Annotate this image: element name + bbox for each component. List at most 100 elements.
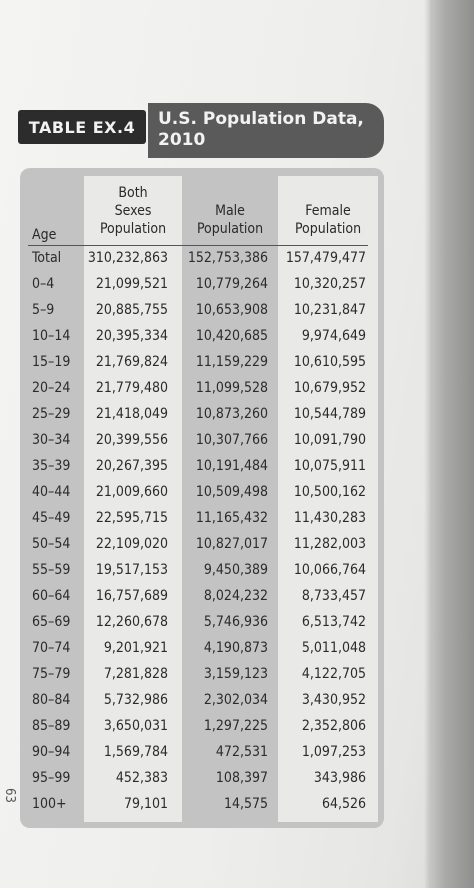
age-cell: 10–14 bbox=[32, 328, 71, 344]
both-sexes-cell: 5,732,986 bbox=[103, 692, 168, 708]
table-row: 65–69 12,260,678 5,746,936 6,513,742 bbox=[28, 610, 378, 636]
both-sexes-cell: 21,779,480 bbox=[95, 380, 168, 396]
female-cell: 10,679,952 bbox=[293, 380, 366, 396]
male-cell: 3,159,123 bbox=[203, 666, 268, 682]
age-cell: 60–64 bbox=[32, 588, 71, 604]
age-cell: 0–4 bbox=[32, 276, 55, 292]
age-cell: 70–74 bbox=[32, 640, 71, 656]
table-row: 95–99 452,383 108,397 343,986 bbox=[28, 766, 378, 792]
table-row: 100+ 79,101 14,575 64,526 bbox=[28, 792, 378, 818]
both-sexes-cell: 21,099,521 bbox=[95, 276, 168, 292]
table-title: U.S. Population Data, 2010 bbox=[148, 103, 384, 158]
female-cell: 10,500,162 bbox=[293, 484, 366, 500]
both-sexes-cell: 310,232,863 bbox=[87, 250, 168, 266]
age-cell: 90–94 bbox=[32, 744, 71, 760]
male-cell: 14,575 bbox=[223, 796, 268, 812]
header-both-sexes: Both Sexes Population bbox=[99, 185, 167, 237]
both-sexes-cell: 22,595,715 bbox=[95, 510, 168, 526]
age-cell: 95–99 bbox=[32, 770, 71, 786]
age-cell: 45–49 bbox=[32, 510, 71, 526]
male-cell: 5,746,936 bbox=[203, 614, 268, 630]
table-row: 35–39 20,267,395 10,191,484 10,075,911 bbox=[28, 454, 378, 480]
male-cell: 11,165,432 bbox=[195, 510, 268, 526]
female-cell: 3,430,952 bbox=[301, 692, 366, 708]
page-gutter-shadow bbox=[424, 0, 430, 888]
both-sexes-cell: 452,383 bbox=[115, 770, 168, 786]
female-cell: 5,011,048 bbox=[301, 640, 366, 656]
table-row: 80–84 5,732,986 2,302,034 3,430,952 bbox=[28, 688, 378, 714]
age-cell: 30–34 bbox=[32, 432, 71, 448]
book-spine bbox=[430, 0, 474, 888]
female-cell: 1,097,253 bbox=[301, 744, 366, 760]
female-cell: 10,320,257 bbox=[293, 276, 366, 292]
table-row: 45–49 22,595,715 11,165,432 11,430,283 bbox=[28, 506, 378, 532]
female-cell: 10,231,847 bbox=[293, 302, 366, 318]
female-cell: 10,544,789 bbox=[293, 406, 366, 422]
female-column-band bbox=[278, 176, 378, 822]
female-cell: 10,091,790 bbox=[293, 432, 366, 448]
both-sexes-cell: 21,769,824 bbox=[95, 354, 168, 370]
both-sexes-cell: 79,101 bbox=[123, 796, 168, 812]
both-sexes-cell: 20,399,556 bbox=[95, 432, 168, 448]
male-cell: 10,307,766 bbox=[195, 432, 268, 448]
female-cell: 2,352,806 bbox=[301, 718, 366, 734]
both-sexes-cell: 16,757,689 bbox=[95, 588, 168, 604]
table-row: 40–44 21,009,660 10,509,498 10,500,162 bbox=[28, 480, 378, 506]
female-cell: 9,974,649 bbox=[301, 328, 366, 344]
both-sexes-cell: 22,109,020 bbox=[95, 536, 168, 552]
female-cell: 10,075,911 bbox=[293, 458, 366, 474]
male-cell: 8,024,232 bbox=[203, 588, 268, 604]
male-cell: 10,191,484 bbox=[195, 458, 268, 474]
male-cell: 11,159,229 bbox=[195, 354, 268, 370]
age-cell: 85–89 bbox=[32, 718, 71, 734]
female-cell: 11,430,283 bbox=[293, 510, 366, 526]
female-cell: 8,733,457 bbox=[301, 588, 366, 604]
table-row: 20–24 21,779,480 11,099,528 10,679,952 bbox=[28, 376, 378, 402]
male-cell: 2,302,034 bbox=[203, 692, 268, 708]
age-cell: 25–29 bbox=[32, 406, 71, 422]
table-row: 10–14 20,395,334 10,420,685 9,974,649 bbox=[28, 324, 378, 350]
table-body: Total 310,232,863 152,753,386 157,479,477 0–… bbox=[28, 246, 378, 818]
both-sexes-cell: 19,517,153 bbox=[95, 562, 168, 578]
header-male: Male Population bbox=[196, 203, 264, 237]
age-cell: 35–39 bbox=[32, 458, 71, 474]
male-cell: 10,827,017 bbox=[195, 536, 268, 552]
age-cell: Total bbox=[32, 250, 62, 266]
table-row: 5–9 20,885,755 10,653,908 10,231,847 bbox=[28, 298, 378, 324]
both-sexes-cell: 20,395,334 bbox=[95, 328, 168, 344]
male-cell: 152,753,386 bbox=[187, 250, 268, 266]
male-cell: 472,531 bbox=[215, 744, 268, 760]
header-age: Age bbox=[32, 227, 57, 243]
male-cell: 4,190,873 bbox=[203, 640, 268, 656]
age-cell: 15–19 bbox=[32, 354, 71, 370]
male-cell: 1,297,225 bbox=[203, 718, 268, 734]
male-cell: 10,420,685 bbox=[195, 328, 268, 344]
both-sexes-cell: 21,418,049 bbox=[95, 406, 168, 422]
table-row: 70–74 9,201,921 4,190,873 5,011,048 bbox=[28, 636, 378, 662]
table-row: 0–4 21,099,521 10,779,264 10,320,257 bbox=[28, 272, 378, 298]
both-sexes-cell: 1,569,784 bbox=[103, 744, 168, 760]
female-cell: 4,122,705 bbox=[301, 666, 366, 682]
male-cell: 10,653,908 bbox=[195, 302, 268, 318]
both-sexes-cell: 12,260,678 bbox=[95, 614, 168, 630]
male-cell: 10,779,264 bbox=[195, 276, 268, 292]
age-cell: 80–84 bbox=[32, 692, 71, 708]
male-cell: 10,873,260 bbox=[195, 406, 268, 422]
female-cell: 6,513,742 bbox=[301, 614, 366, 630]
female-cell: 10,066,764 bbox=[293, 562, 366, 578]
age-cell: 55–59 bbox=[32, 562, 71, 578]
female-cell: 64,526 bbox=[321, 796, 366, 812]
age-cell: 5–9 bbox=[32, 302, 55, 318]
table-row: 60–64 16,757,689 8,024,232 8,733,457 bbox=[28, 584, 378, 610]
table-row: 25–29 21,418,049 10,873,260 10,544,789 bbox=[28, 402, 378, 428]
both-sexes-cell: 21,009,660 bbox=[95, 484, 168, 500]
age-cell: 100+ bbox=[32, 796, 67, 812]
margin-page-mark: 63 bbox=[1, 788, 17, 803]
table-row: 75–79 7,281,828 3,159,123 4,122,705 bbox=[28, 662, 378, 688]
male-cell: 9,450,389 bbox=[203, 562, 268, 578]
table-row: 50–54 22,109,020 10,827,017 11,282,003 bbox=[28, 532, 378, 558]
age-cell: 75–79 bbox=[32, 666, 71, 682]
table-row: 15–19 21,769,824 11,159,229 10,610,595 bbox=[28, 350, 378, 376]
table-row: 90–94 1,569,784 472,531 1,097,253 bbox=[28, 740, 378, 766]
female-cell: 11,282,003 bbox=[293, 536, 366, 552]
